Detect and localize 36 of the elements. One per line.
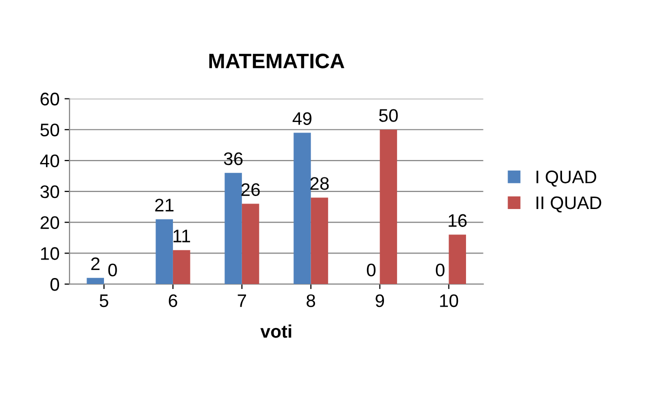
y-tick-label: 0 — [50, 278, 60, 291]
data-label: 11 — [174, 230, 190, 242]
data-label: 21 — [155, 198, 174, 212]
bar — [172, 250, 190, 284]
y-tick-label: 40 — [40, 154, 60, 168]
x-tick-label: 9 — [376, 294, 384, 308]
x-tick-label: 8 — [306, 294, 316, 308]
bar — [380, 130, 398, 284]
data-label: 2 — [91, 257, 100, 270]
bar — [156, 219, 173, 284]
data-label: 36 — [224, 152, 243, 166]
data-label: 49 — [292, 112, 312, 125]
chart-title: MATEMATICA — [209, 54, 344, 68]
bar — [86, 278, 104, 284]
data-label: 16 — [448, 214, 467, 227]
x-tick-label: 10 — [440, 294, 458, 308]
y-tick-label: 20 — [40, 216, 60, 230]
bar — [310, 198, 328, 284]
legend-label: I QUAD — [536, 170, 596, 187]
data-label: 50 — [379, 109, 398, 122]
legend-label: II QUAD — [536, 196, 602, 212]
y-tick-label: 10 — [41, 247, 60, 260]
bar — [224, 172, 242, 284]
data-label: 0 — [108, 264, 117, 276]
x-axis-title: voti — [260, 324, 292, 338]
x-tick-label: 5 — [100, 294, 108, 308]
y-tick-label: 30 — [40, 185, 60, 198]
data-label: 0 — [436, 264, 444, 276]
y-tick-label: 50 — [40, 124, 60, 136]
x-tick-label: 6 — [168, 294, 178, 308]
y-tick-label: 60 — [40, 92, 60, 106]
data-label: 0 — [366, 264, 376, 276]
bar — [242, 204, 260, 284]
x-tick-label: 7 — [238, 294, 246, 307]
bar — [294, 132, 311, 284]
bar — [448, 234, 466, 284]
